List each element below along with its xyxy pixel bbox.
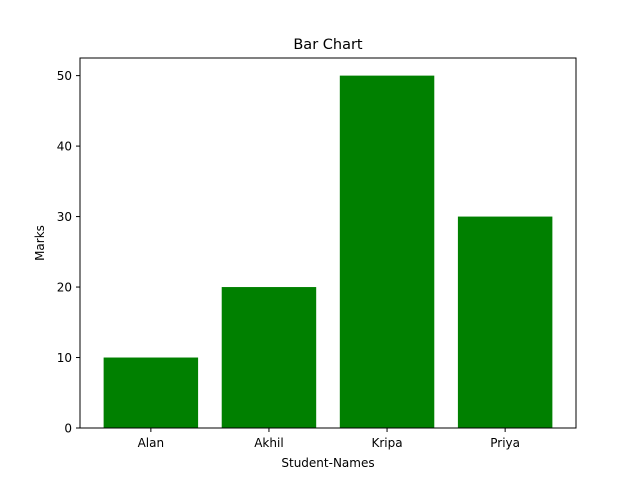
x-axis-label: Student-Names xyxy=(281,456,374,470)
x-tick-label-kripa: Kripa xyxy=(371,436,402,450)
y-tick-label: 40 xyxy=(57,140,72,154)
y-tick-label: 50 xyxy=(57,69,72,83)
x-tick-label-alan: Alan xyxy=(138,436,165,450)
y-axis-ticks: 0 10 20 30 40 50 xyxy=(57,69,80,436)
bar-priya xyxy=(457,216,553,428)
y-tick-label: 10 xyxy=(57,351,72,365)
y-tick-label: 0 xyxy=(64,422,72,436)
x-tick-label-akhil: Akhil xyxy=(254,436,283,450)
bar-akhil xyxy=(221,287,317,428)
y-tick-label: 20 xyxy=(57,281,72,295)
plot-frame xyxy=(79,57,577,429)
x-axis-ticks: Alan Akhil Kripa Priya xyxy=(138,428,520,450)
bars-group xyxy=(103,75,553,428)
y-axis-label: Marks xyxy=(33,225,47,261)
y-tick-label: 30 xyxy=(57,210,72,224)
chart-title: Bar Chart xyxy=(293,37,363,53)
bar-kripa xyxy=(339,75,435,428)
x-tick-label-priya: Priya xyxy=(490,436,520,450)
bar-alan xyxy=(103,357,199,428)
